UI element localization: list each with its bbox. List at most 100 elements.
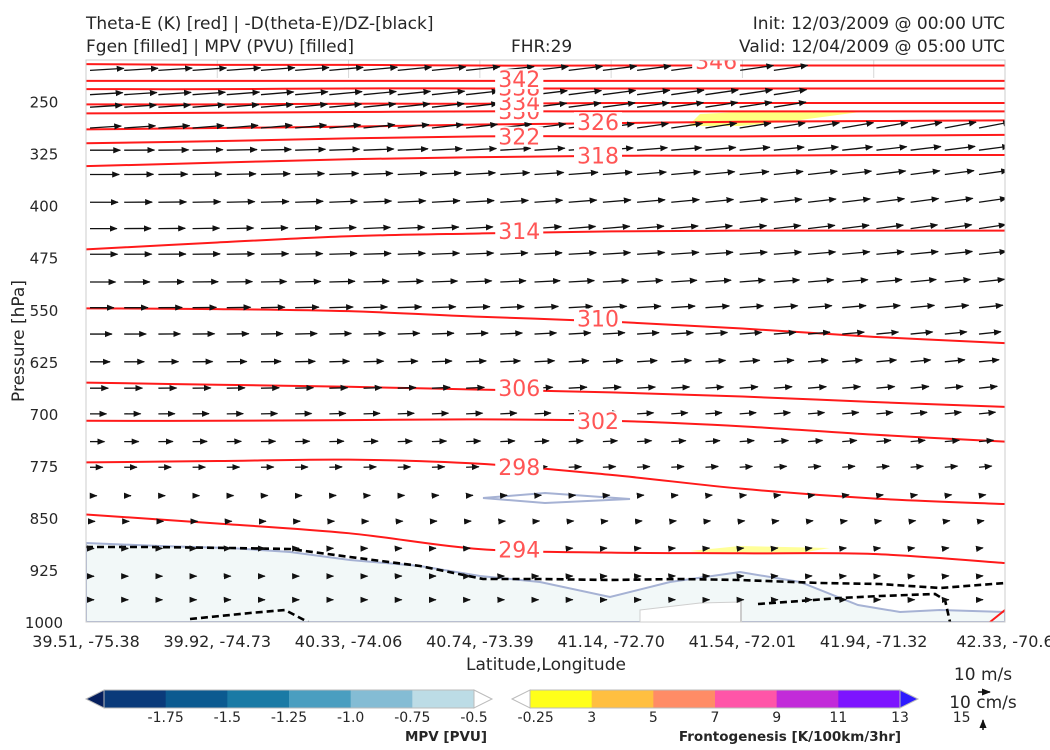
wind-vector [944, 383, 964, 391]
wind-vector [978, 196, 1005, 203]
wind-vector [978, 357, 1000, 364]
wind-vector [842, 437, 858, 445]
fgen-filled-lower [690, 546, 830, 554]
wind-vector [466, 250, 495, 257]
wind-vector [466, 101, 500, 108]
y-tick-label: 775 [30, 458, 59, 476]
wind-vector [705, 437, 721, 445]
wind-vector [874, 518, 883, 525]
wind-vector [978, 302, 1004, 310]
wind-vector [295, 198, 324, 205]
wind-vector [671, 100, 705, 108]
theta-e-label-bg [495, 377, 544, 398]
wind-vector [910, 437, 926, 445]
wind-vector [876, 196, 906, 203]
plot-frame [85, 59, 1006, 623]
plot-background [86, 60, 1005, 622]
wind-vector [908, 518, 917, 525]
wind-vector [466, 330, 489, 337]
wind-vector [978, 329, 1002, 336]
wind-vector [534, 358, 556, 365]
wind-vector [431, 88, 466, 96]
wind-vector [192, 65, 228, 72]
y-tick-label: 475 [30, 250, 59, 268]
wind-vector [466, 197, 495, 205]
theta-e-contour [86, 154, 1005, 168]
wind-vector [466, 410, 484, 417]
wind-vector [739, 223, 768, 230]
wind-vector [739, 384, 759, 391]
wind-vector [329, 250, 358, 257]
y-tick-label: 700 [30, 406, 59, 424]
wind-vector [636, 100, 670, 108]
wind-vector [637, 145, 669, 152]
theta-e-contour-label: 310 [577, 307, 619, 332]
wind-vector [739, 100, 773, 108]
init-time: Init: 12/03/2009 @ 00:00 UTC [752, 14, 1005, 34]
wind-vector [568, 492, 577, 499]
wind-vector [842, 196, 871, 203]
wind-vector [705, 277, 732, 284]
theta-e-label-bg [692, 60, 741, 72]
wind-vector [944, 196, 974, 203]
wind-vector [431, 278, 459, 285]
wind-vector [773, 196, 803, 204]
wind-vector [739, 303, 765, 310]
wind-vector [260, 146, 293, 153]
wind-vector [466, 303, 491, 311]
wind-vector [124, 102, 158, 109]
wind-vector [431, 197, 461, 205]
wind-vector [839, 518, 848, 525]
colorbar-extend-high [899, 689, 920, 709]
wind-vector [910, 222, 939, 230]
wind-vector [807, 223, 836, 230]
wind-vector [668, 518, 678, 525]
wind-vector [841, 492, 850, 499]
theta-e-contour [86, 87, 1005, 91]
wind-vector [944, 249, 974, 256]
colorbar-tick-label: 9 [772, 710, 781, 726]
wind-vector [329, 330, 353, 337]
wind-vector [876, 144, 908, 151]
y-tick-label: 925 [30, 562, 59, 580]
colorbar-frame [103, 689, 475, 709]
wind-vector [944, 492, 953, 499]
colorbar-extend-high [473, 689, 494, 709]
wind-vector [124, 123, 157, 130]
theta-e-contours [86, 63, 1005, 565]
wind-vector [295, 122, 328, 129]
wind-vector [192, 89, 227, 96]
wind-vector [739, 249, 768, 256]
theta-e-contour [86, 229, 1005, 251]
colorbar-segment [530, 690, 593, 708]
wind-vector [875, 492, 884, 499]
wind-vector [876, 329, 900, 336]
wind-vector [671, 197, 701, 204]
theta-e-contour-label: 302 [577, 410, 619, 435]
wind-vector [500, 303, 525, 310]
wind-vector [500, 169, 531, 177]
colorbar-tick-label: 15 [953, 710, 971, 726]
wind-vector [703, 518, 712, 525]
wind-vector [89, 102, 123, 109]
colorbar-segment [412, 690, 475, 708]
ref-vector-vertical-label: 10 cm/s [949, 693, 1017, 713]
theta-e-label-bg [495, 456, 544, 477]
wind-vector [158, 123, 191, 130]
wind-vector [260, 278, 288, 285]
wind-vector [431, 410, 450, 417]
wind-vector [397, 330, 421, 337]
wind-vector [431, 145, 463, 153]
wind-vector [637, 357, 658, 365]
wind-vector [739, 144, 771, 152]
wind-vector [226, 198, 256, 205]
wind-vector [329, 170, 360, 177]
wind-vector [637, 277, 664, 284]
wind-vector [295, 170, 326, 177]
wind-vector [671, 410, 689, 417]
wind-vector [602, 249, 632, 257]
stability-contour-upper [86, 545, 1005, 590]
wind-vector [773, 223, 802, 230]
wind-vector [807, 492, 816, 499]
wind-vector [739, 437, 755, 445]
